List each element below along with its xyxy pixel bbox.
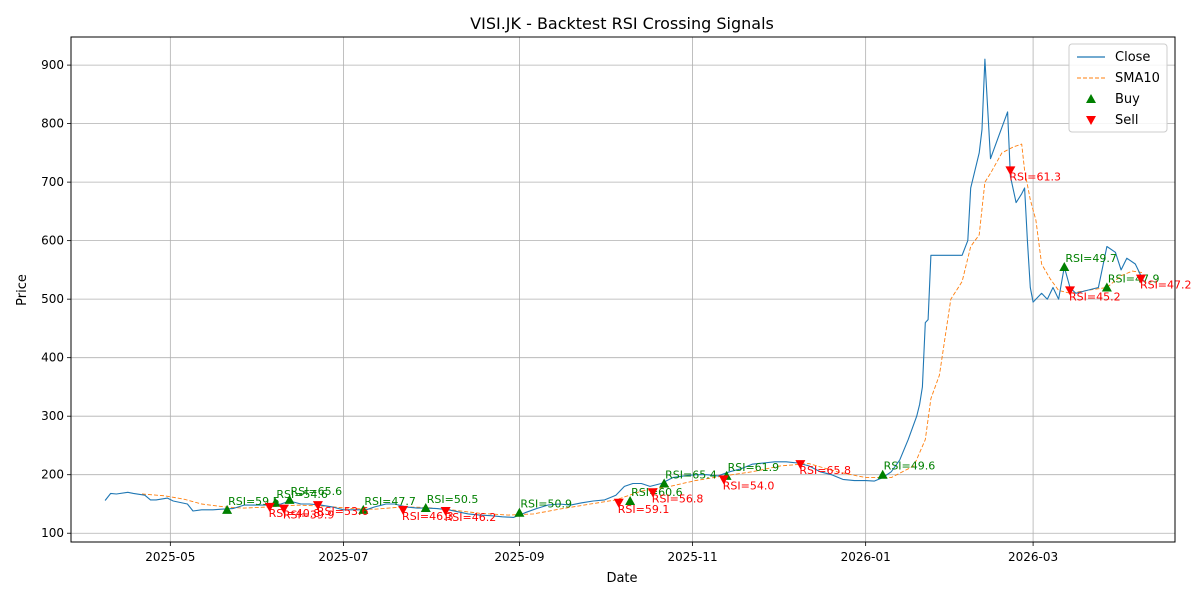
sell-marker: [312, 501, 323, 511]
x-tick-label: 2025-07: [318, 550, 368, 564]
sell-rsi-label: RSI=40.8: [269, 507, 321, 520]
sell-marker: [613, 498, 624, 508]
buy-rsi-label: RSI=60.6: [631, 486, 683, 499]
sell-rsi-label: RSI=59.1: [618, 503, 670, 516]
sell-marker: [1005, 166, 1016, 176]
buy-marker: [284, 494, 295, 504]
y-axis-ticks: 100 200 300 400 500 600 700 800 900: [41, 58, 71, 540]
buy-marker: [877, 469, 888, 479]
legend-buy-swatch: [1086, 94, 1096, 103]
legend-label: Buy: [1115, 92, 1140, 107]
y-tick-label: 800: [41, 117, 64, 131]
legend-label: SMA10: [1115, 71, 1160, 86]
y-tick-label: 200: [41, 468, 64, 482]
buy-rsi-label: RSI=49.7: [1065, 252, 1117, 265]
buy-rsi-label: RSI=65.4: [665, 468, 717, 481]
legend-label: Close: [1115, 50, 1150, 65]
buy-marker: [514, 507, 525, 517]
x-tick-label: 2026-03: [1008, 550, 1058, 564]
y-tick-label: 500: [41, 292, 64, 306]
sell-marker: [718, 475, 729, 485]
buy-rsi-label: RSI=47.9: [1108, 272, 1160, 285]
sell-rsi-label: RSI=46.3: [402, 510, 454, 523]
buy-marker: [1059, 261, 1070, 271]
buy-marker: [659, 478, 670, 488]
grid: [71, 37, 1175, 542]
sell-marker: [278, 504, 289, 514]
sell-marker: [264, 502, 275, 512]
buy-rsi-label: RSI=50.9: [520, 498, 572, 511]
sma10-line: [141, 143, 1144, 516]
buy-rsi-label: RSI=65.6: [291, 485, 343, 498]
sell-rsi-label: RSI=45.2: [1069, 290, 1121, 303]
sell-rsi-label: RSI=54.0: [723, 479, 775, 492]
buy-marker: [625, 496, 636, 506]
buy-rsi-label: RSI=50.5: [427, 493, 479, 506]
chart-title: VISI.JK - Backtest RSI Crossing Signals: [470, 14, 774, 33]
buy-marker: [222, 504, 233, 514]
x-axis-label: Date: [606, 571, 637, 586]
close-series: [104, 58, 1145, 518]
legend-box: [1068, 43, 1168, 133]
sell-marker: [647, 488, 658, 498]
sell-marker: [1064, 286, 1075, 296]
sma10-series: [141, 143, 1144, 516]
buy-marker: [358, 504, 369, 514]
sell-marker: [1135, 274, 1146, 284]
x-tick-label: 2025-05: [145, 550, 195, 564]
plot-frame: [70, 36, 1176, 543]
sell-rsi-label: RSI=46.2: [445, 511, 497, 524]
x-tick-label: 2025-11: [667, 550, 717, 564]
y-tick-label: 700: [41, 175, 64, 189]
x-tick-label: 2026-01: [841, 550, 891, 564]
legend-sell-swatch: [1086, 116, 1096, 125]
y-tick-label: 900: [41, 58, 64, 72]
buy-rsi-label: RSI=47.7: [364, 495, 416, 508]
y-tick-label: 400: [41, 351, 64, 365]
y-tick-label: 300: [41, 409, 64, 423]
close-line: [104, 58, 1145, 518]
legend-label: Sell: [1115, 113, 1138, 128]
y-axis-label: Price: [15, 274, 30, 306]
buy-marker: [420, 503, 431, 513]
sell-rsi-label: RSI=47.2: [1140, 279, 1192, 292]
sell-rsi-label: RSI=65.8: [799, 464, 851, 477]
x-axis-ticks: 2025-05 2025-07 2025-09 2025-11 2026-01 2026-…: [145, 542, 1058, 564]
buy-rsi-label: RSI=49.6: [884, 460, 936, 473]
buy-rsi-label: RSI=61.9: [728, 461, 780, 474]
sell-marker: [795, 460, 806, 470]
sell-marker: [398, 505, 409, 515]
plot-area: [71, 37, 1175, 542]
legend: Close SMA10 Buy Sell: [1068, 43, 1168, 133]
sell-rsi-label: RSI=53.6: [317, 505, 369, 518]
sell-marker: [440, 506, 451, 516]
sell-rsi-label: RSI=39.9: [283, 509, 335, 522]
y-tick-label: 600: [41, 234, 64, 248]
y-tick-label: 100: [41, 526, 64, 540]
x-tick-label: 2025-09: [494, 550, 544, 564]
sell-rsi-label: RSI=61.3: [1009, 170, 1061, 183]
sell-rsi-label: RSI=56.8: [652, 492, 704, 505]
buy-marker: [1101, 282, 1112, 292]
